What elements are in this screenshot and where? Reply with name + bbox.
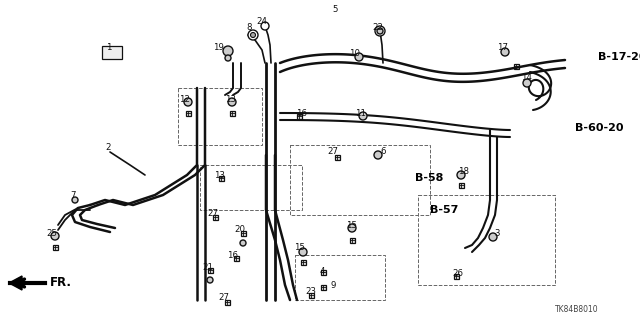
Bar (301, 259, 305, 264)
Text: B-60-20: B-60-20 (575, 123, 623, 133)
Text: 16: 16 (296, 108, 307, 117)
Circle shape (374, 151, 382, 159)
Circle shape (299, 248, 307, 256)
Text: 4: 4 (319, 266, 324, 276)
Bar (513, 63, 518, 69)
Bar (349, 238, 355, 242)
Bar (321, 270, 326, 275)
Text: 7: 7 (70, 191, 76, 201)
Text: 24: 24 (257, 18, 268, 26)
Bar (186, 110, 191, 115)
Text: 15: 15 (346, 220, 358, 229)
Bar (308, 293, 314, 298)
Circle shape (375, 26, 385, 36)
Text: 25: 25 (47, 228, 58, 238)
Bar (52, 244, 58, 249)
Bar (234, 256, 239, 261)
Text: 13: 13 (225, 95, 237, 105)
Circle shape (72, 197, 78, 203)
Text: 27: 27 (218, 293, 230, 302)
Text: 8: 8 (246, 24, 252, 33)
Bar (335, 154, 339, 160)
Text: TK84B8010: TK84B8010 (555, 306, 599, 315)
Bar (295, 255, 385, 300)
Text: FR.: FR. (50, 277, 72, 290)
Text: 10: 10 (349, 48, 360, 57)
Text: 18: 18 (458, 167, 470, 176)
Text: 6: 6 (380, 147, 386, 157)
Circle shape (248, 30, 258, 40)
Text: 9: 9 (330, 280, 336, 290)
Text: B-17-20: B-17-20 (598, 52, 640, 62)
Text: 15: 15 (294, 243, 305, 253)
Text: 27: 27 (328, 147, 339, 157)
Bar (230, 110, 234, 115)
Circle shape (225, 55, 231, 61)
Text: 27: 27 (207, 209, 218, 218)
Polygon shape (9, 276, 22, 290)
Bar (207, 268, 212, 272)
Bar (178, 88, 262, 145)
Bar (296, 114, 301, 118)
Circle shape (261, 22, 269, 30)
Bar (418, 195, 555, 285)
Circle shape (348, 224, 356, 232)
Text: 11: 11 (355, 108, 367, 117)
Text: 1: 1 (106, 42, 112, 51)
Text: 16: 16 (227, 250, 239, 259)
Circle shape (355, 53, 363, 61)
Bar (454, 273, 458, 278)
Circle shape (250, 33, 255, 38)
Text: 17: 17 (497, 42, 509, 51)
Circle shape (228, 98, 236, 106)
Text: 23: 23 (305, 287, 317, 296)
Circle shape (523, 79, 531, 87)
Circle shape (377, 28, 383, 34)
Circle shape (457, 171, 465, 179)
Circle shape (184, 98, 192, 106)
Text: 26: 26 (452, 269, 463, 278)
Bar (241, 231, 246, 235)
Text: 14: 14 (522, 73, 532, 83)
Circle shape (501, 48, 509, 56)
Circle shape (223, 46, 233, 56)
Text: 2: 2 (105, 144, 111, 152)
Bar (458, 182, 463, 188)
Bar (290, 145, 430, 215)
Text: 22: 22 (372, 24, 383, 33)
Bar (200, 165, 302, 210)
Text: B-57: B-57 (430, 205, 458, 215)
Text: 20: 20 (234, 226, 246, 234)
Text: 3: 3 (494, 229, 500, 239)
Circle shape (240, 240, 246, 246)
Circle shape (359, 112, 367, 120)
Bar (102, 46, 122, 58)
Text: 19: 19 (212, 42, 223, 51)
Bar (218, 175, 223, 181)
Circle shape (489, 233, 497, 241)
Text: 21: 21 (202, 263, 214, 271)
Circle shape (207, 277, 213, 283)
Bar (225, 300, 230, 305)
Bar (321, 285, 326, 290)
Text: B-58: B-58 (415, 173, 444, 183)
Circle shape (51, 232, 59, 240)
Text: 12: 12 (179, 95, 191, 105)
Bar (212, 214, 218, 219)
Text: 5: 5 (332, 5, 338, 14)
Text: 13: 13 (214, 170, 225, 180)
